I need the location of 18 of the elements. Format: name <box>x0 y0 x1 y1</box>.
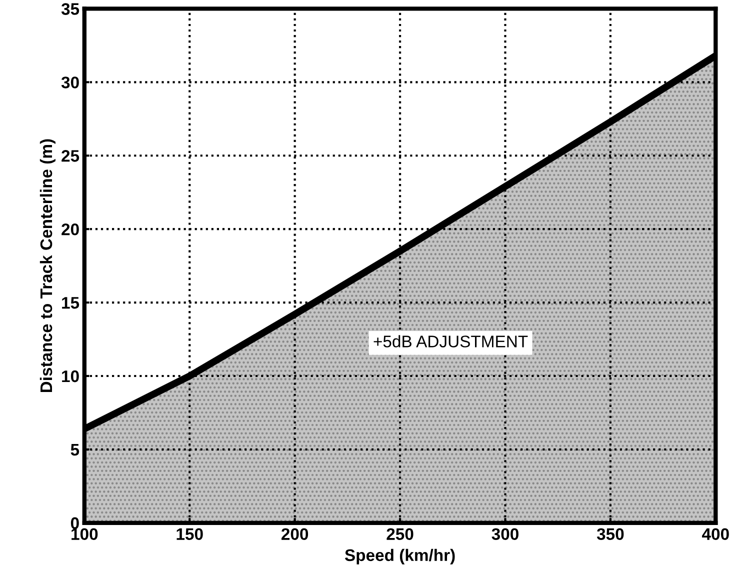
x-tick-label: 250 <box>386 528 414 540</box>
x-tick-label: 100 <box>72 528 98 540</box>
y-tick-label: 30 <box>61 76 79 88</box>
x-tick-label: 150 <box>176 528 203 540</box>
y-tick-label: 20 <box>62 223 79 236</box>
x-tick-label: 400 <box>702 528 729 540</box>
y-axis-title: Distance to Track Centerline (m) <box>40 139 56 392</box>
x-axis-title: Speed (km/hr) <box>344 548 455 564</box>
x-tick-label: 300 <box>492 528 518 540</box>
y-tick-label: 15 <box>62 297 80 309</box>
x-tick-label: 350 <box>596 528 624 540</box>
y-tick-label: 35 <box>61 3 80 15</box>
annotation: +5dB ADJUSTMENT <box>374 335 528 348</box>
y-tick-label: 5 <box>70 444 80 456</box>
y-tick-label: 25 <box>62 150 80 162</box>
y-tick-label: 10 <box>62 370 79 382</box>
x-tick-label: 200 <box>282 528 308 540</box>
y-tick-label: 0 <box>70 517 79 530</box>
